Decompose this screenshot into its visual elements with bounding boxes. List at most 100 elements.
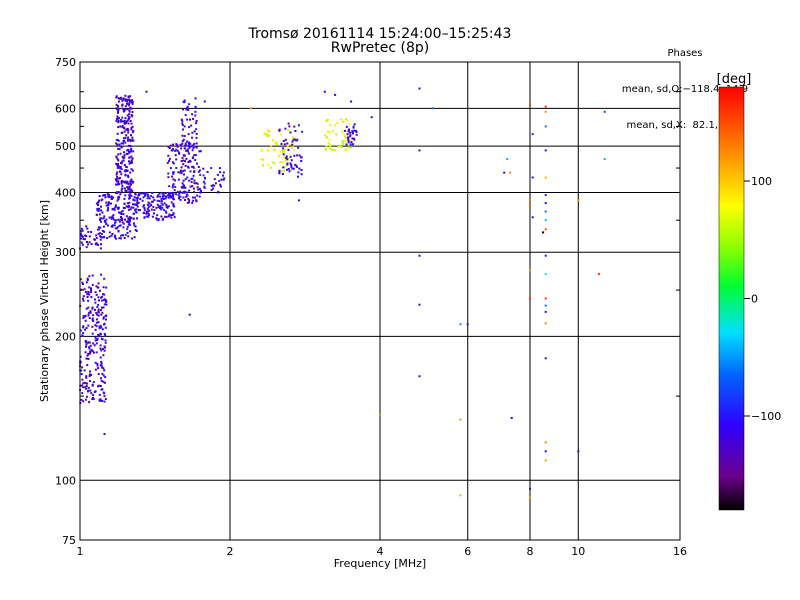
data-point xyxy=(182,159,185,162)
data-point xyxy=(127,136,130,139)
data-point xyxy=(120,182,123,185)
data-point xyxy=(278,128,281,131)
data-point xyxy=(100,309,102,312)
data-point xyxy=(213,178,216,181)
data-point xyxy=(118,100,121,103)
data-point xyxy=(97,296,100,299)
data-point xyxy=(91,274,94,277)
data-point xyxy=(143,216,146,219)
data-point xyxy=(222,178,225,181)
data-point xyxy=(198,195,201,198)
data-point xyxy=(151,192,154,195)
data-point xyxy=(99,289,101,292)
data-point xyxy=(103,332,106,335)
data-point xyxy=(80,237,83,240)
data-point xyxy=(80,227,83,230)
data-point xyxy=(103,215,106,218)
data-point xyxy=(97,286,100,289)
data-point xyxy=(117,97,120,100)
data-point xyxy=(137,201,140,204)
data-point xyxy=(126,120,129,123)
data-point xyxy=(145,90,148,93)
data-point xyxy=(92,394,95,397)
data-point xyxy=(169,214,172,217)
data-point xyxy=(181,191,184,194)
data-point xyxy=(544,357,547,360)
data-point xyxy=(183,186,186,189)
data-point xyxy=(87,299,90,302)
data-point xyxy=(123,197,126,200)
data-point xyxy=(603,110,606,113)
data-point xyxy=(191,136,193,139)
data-point xyxy=(186,106,189,109)
data-point xyxy=(120,213,123,215)
data-point xyxy=(102,317,105,320)
data-point xyxy=(88,286,91,289)
data-point xyxy=(184,160,186,163)
data-point xyxy=(127,174,130,177)
data-point xyxy=(129,171,132,174)
data-point xyxy=(114,227,117,230)
data-point xyxy=(96,313,99,316)
data-point xyxy=(100,233,103,236)
data-point xyxy=(89,311,92,314)
data-point xyxy=(267,129,269,132)
data-point xyxy=(97,314,100,317)
data-point xyxy=(82,325,85,328)
data-point xyxy=(123,237,126,239)
data-point xyxy=(102,293,104,296)
data-point xyxy=(181,140,184,143)
data-point xyxy=(131,136,134,139)
data-point xyxy=(153,212,155,215)
chart-subtitle: RwPretec (8p) xyxy=(330,40,430,56)
data-point xyxy=(544,105,547,108)
data-point xyxy=(85,225,88,228)
data-point xyxy=(117,177,120,180)
data-point xyxy=(212,187,215,190)
data-point xyxy=(297,124,300,127)
data-point xyxy=(183,125,186,128)
data-point xyxy=(89,310,92,313)
data-point xyxy=(115,237,118,240)
data-point xyxy=(128,151,131,154)
data-point xyxy=(544,310,547,313)
data-point xyxy=(164,192,167,195)
data-point xyxy=(194,145,197,148)
data-point xyxy=(113,218,116,221)
data-point xyxy=(103,349,106,352)
data-point xyxy=(324,134,327,137)
data-point xyxy=(121,107,124,110)
data-point xyxy=(287,148,290,151)
data-point xyxy=(114,236,116,239)
data-point xyxy=(104,339,107,342)
data-point xyxy=(132,203,134,206)
data-point xyxy=(168,185,171,188)
data-point xyxy=(531,133,534,136)
data-point xyxy=(132,217,135,220)
data-point xyxy=(529,204,531,207)
data-point xyxy=(288,170,291,173)
data-point xyxy=(164,215,167,218)
data-point xyxy=(249,107,252,110)
data-point xyxy=(186,201,189,204)
data-point xyxy=(172,204,175,207)
data-point xyxy=(120,216,122,218)
data-point xyxy=(103,433,106,435)
data-point xyxy=(105,318,107,321)
data-point xyxy=(347,139,350,142)
data-point xyxy=(353,138,356,141)
data-point xyxy=(112,196,115,199)
data-point xyxy=(130,194,133,197)
data-point xyxy=(172,205,175,208)
data-point xyxy=(117,195,120,198)
data-point xyxy=(223,177,226,180)
data-point xyxy=(196,162,198,165)
x-tick-label: 1 xyxy=(77,545,84,558)
data-point xyxy=(86,354,89,357)
data-point xyxy=(293,154,296,157)
data-point xyxy=(544,322,547,325)
data-point xyxy=(96,364,99,367)
data-point xyxy=(281,173,284,175)
data-point xyxy=(104,334,107,337)
data-point xyxy=(100,296,103,299)
